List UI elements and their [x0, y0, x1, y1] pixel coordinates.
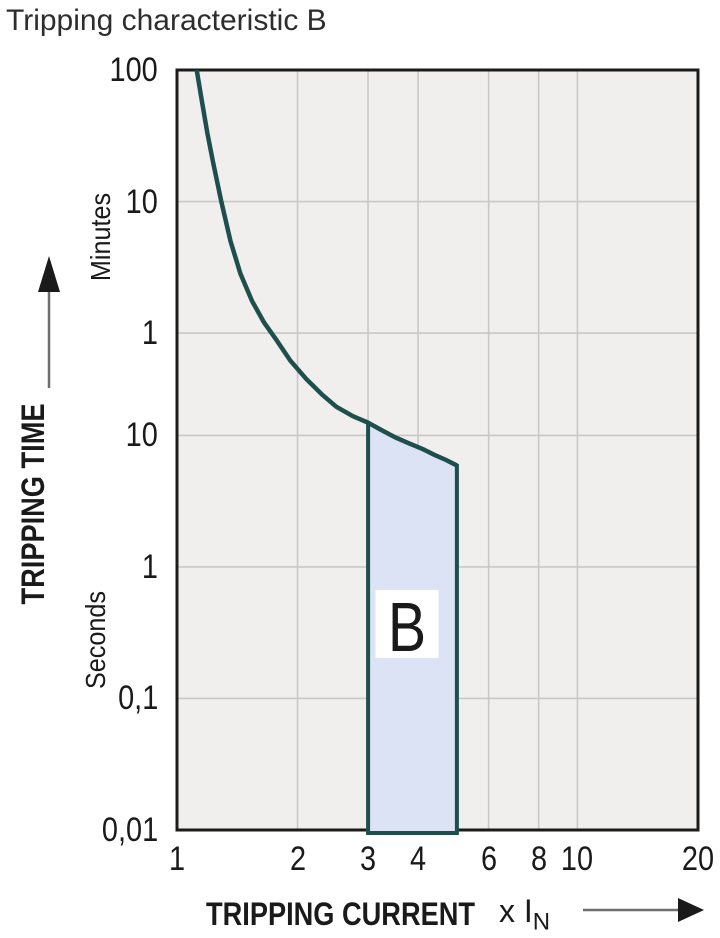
y-axis-arrow-icon	[38, 256, 60, 292]
trip-curve	[194, 69, 458, 468]
y-tick-label: 10	[125, 416, 158, 455]
x-axis-multiplier-sub: N	[532, 908, 551, 936]
x-tick-label: 6	[480, 840, 497, 878]
x-tick-label: 1	[168, 840, 186, 878]
y-tick-label: 0,01	[101, 811, 158, 849]
x-tick-label: 3	[360, 840, 377, 878]
b-region-label-box	[375, 590, 439, 658]
y-tick-label: 1	[141, 314, 158, 353]
x-axis-title: TRIPPING CURRENT	[206, 896, 475, 932]
x-tick-label: 2	[289, 840, 306, 878]
x-tick-label: 20	[681, 840, 715, 878]
x-tick-label: 8	[530, 840, 547, 878]
x-tick-label: 10	[561, 840, 594, 878]
y-tick-label: 100	[109, 51, 158, 89]
y-axis-unit-minutes: Minutes	[85, 192, 116, 282]
chart-title: Tripping characteristic B	[6, 4, 327, 37]
x-tick-label: 4	[410, 840, 427, 878]
x-axis-multiplier: x IN	[499, 893, 550, 934]
b-region-label: B	[388, 588, 426, 667]
y-axis-title: TRIPPING TIME	[15, 403, 51, 605]
y-tick-label: 1	[141, 547, 158, 586]
y-tick-label: 10	[125, 182, 158, 221]
y-tick-label: 0,1	[117, 679, 158, 718]
x-axis-arrow-icon	[678, 898, 704, 922]
x-axis-multiplier-base: x I	[499, 893, 533, 929]
y-axis-unit-seconds: Seconds	[80, 590, 111, 690]
